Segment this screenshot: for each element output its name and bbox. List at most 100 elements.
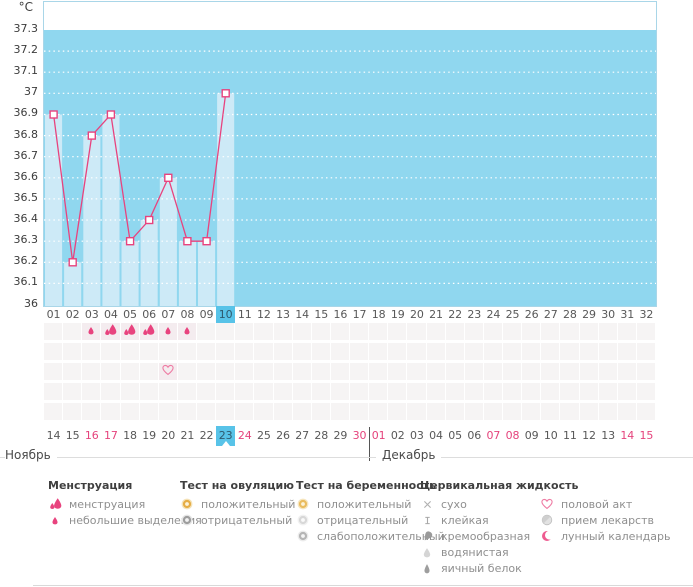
symptom-cell[interactable]: [464, 363, 483, 380]
symptom-cell[interactable]: [330, 383, 349, 400]
cycle-day-cell[interactable]: 07: [161, 308, 176, 321]
symptom-cell[interactable]: [464, 323, 483, 340]
date-cell[interactable]: 14: [620, 429, 635, 442]
symptom-cell[interactable]: [350, 343, 369, 360]
symptom-cell[interactable]: [330, 343, 349, 360]
date-cell[interactable]: 20: [161, 429, 176, 442]
symptom-cell[interactable]: [292, 323, 311, 340]
symptom-cell[interactable]: [82, 363, 101, 380]
symptom-cell[interactable]: [503, 343, 522, 360]
symptom-cell[interactable]: [369, 343, 388, 360]
symptom-cell[interactable]: [177, 343, 196, 360]
symptom-cell[interactable]: [636, 343, 655, 360]
symptom-cell[interactable]: [197, 323, 216, 340]
symptom-cell[interactable]: [197, 383, 216, 400]
symptom-cell[interactable]: [292, 343, 311, 360]
symptom-cell[interactable]: [254, 343, 273, 360]
symptom-cell[interactable]: [44, 383, 63, 400]
symptom-cell[interactable]: [273, 383, 292, 400]
symptom-cell[interactable]: [350, 403, 369, 420]
cycle-day-cell[interactable]: 03: [84, 308, 99, 321]
symptom-cell[interactable]: [63, 343, 82, 360]
symptom-cell[interactable]: [273, 403, 292, 420]
symptom-cell[interactable]: [560, 343, 579, 360]
symptom-cell[interactable]: [541, 323, 560, 340]
symptom-cell[interactable]: [636, 383, 655, 400]
symptom-cell[interactable]: [216, 383, 235, 400]
symptom-cell[interactable]: [598, 363, 617, 380]
symptom-cell[interactable]: [44, 363, 63, 380]
symptom-cell[interactable]: [177, 383, 196, 400]
symptom-cell[interactable]: [541, 343, 560, 360]
symptom-cell[interactable]: [483, 383, 502, 400]
symptom-cell[interactable]: [426, 323, 445, 340]
symptom-cell[interactable]: [120, 343, 139, 360]
date-cell[interactable]: 13: [601, 429, 616, 442]
date-cell[interactable]: 08: [505, 429, 520, 442]
date-cell[interactable]: 11: [562, 429, 577, 442]
symptom-cell[interactable]: [63, 383, 82, 400]
cycle-day-cell[interactable]: 14: [295, 308, 310, 321]
date-cell[interactable]: 25: [256, 429, 271, 442]
symptom-cell[interactable]: [598, 343, 617, 360]
cycle-day-cell[interactable]: 02: [65, 308, 80, 321]
symptom-cell[interactable]: [216, 343, 235, 360]
cycle-day-cell[interactable]: 13: [276, 308, 291, 321]
symptom-cell[interactable]: [101, 383, 120, 400]
symptom-cell[interactable]: [158, 343, 177, 360]
symptom-cell[interactable]: [292, 403, 311, 420]
symptom-cell[interactable]: [445, 323, 464, 340]
cycle-day-cell[interactable]: 32: [639, 308, 654, 321]
date-cell[interactable]: 24: [237, 429, 252, 442]
symptom-cell[interactable]: [522, 403, 541, 420]
symptom-cell[interactable]: [82, 343, 101, 360]
symptom-cell[interactable]: [503, 363, 522, 380]
cycle-day-cell[interactable]: 24: [486, 308, 501, 321]
symptom-cell[interactable]: [63, 323, 82, 340]
symptom-cell[interactable]: [617, 323, 636, 340]
symptom-cell[interactable]: [598, 403, 617, 420]
cycle-day-cell[interactable]: 01: [46, 308, 61, 321]
symptom-cell[interactable]: [541, 403, 560, 420]
symptom-cell[interactable]: [617, 403, 636, 420]
symptom-cell[interactable]: [158, 363, 177, 380]
date-cell[interactable]: 07: [486, 429, 501, 442]
symptom-cell[interactable]: [350, 383, 369, 400]
date-cell[interactable]: 02: [390, 429, 405, 442]
date-cell[interactable]: 16: [84, 429, 99, 442]
symptom-cell[interactable]: [139, 323, 158, 340]
symptom-cell[interactable]: [617, 383, 636, 400]
cycle-day-cell[interactable]: 26: [524, 308, 539, 321]
symptom-cell[interactable]: [388, 343, 407, 360]
symptom-cell[interactable]: [139, 403, 158, 420]
date-cell[interactable]: 14: [46, 429, 61, 442]
date-cell[interactable]: 22: [199, 429, 214, 442]
symptom-cell[interactable]: [254, 383, 273, 400]
symptom-cell[interactable]: [254, 403, 273, 420]
cycle-day-cell[interactable]: 09: [199, 308, 214, 321]
date-cell[interactable]: 10: [543, 429, 558, 442]
symptom-cell[interactable]: [464, 343, 483, 360]
symptom-cell[interactable]: [63, 363, 82, 380]
symptom-cell[interactable]: [82, 403, 101, 420]
symptom-cell[interactable]: [407, 403, 426, 420]
cycle-day-cell-current[interactable]: 10: [216, 306, 236, 323]
date-cell[interactable]: 04: [429, 429, 444, 442]
symptom-cell[interactable]: [197, 363, 216, 380]
cycle-day-cell[interactable]: 22: [448, 308, 463, 321]
symptom-cell[interactable]: [177, 323, 196, 340]
symptom-cell[interactable]: [560, 363, 579, 380]
symptom-cell[interactable]: [120, 383, 139, 400]
symptom-cell[interactable]: [579, 383, 598, 400]
symptom-cell[interactable]: [522, 323, 541, 340]
symptom-cell[interactable]: [177, 403, 196, 420]
symptom-cell[interactable]: [369, 403, 388, 420]
symptom-cell[interactable]: [82, 383, 101, 400]
symptom-cell[interactable]: [522, 343, 541, 360]
symptom-cell[interactable]: [636, 323, 655, 340]
symptom-cell[interactable]: [350, 323, 369, 340]
symptom-cell[interactable]: [579, 323, 598, 340]
symptom-cell[interactable]: [273, 323, 292, 340]
symptom-cell[interactable]: [598, 383, 617, 400]
symptom-cell[interactable]: [235, 323, 254, 340]
